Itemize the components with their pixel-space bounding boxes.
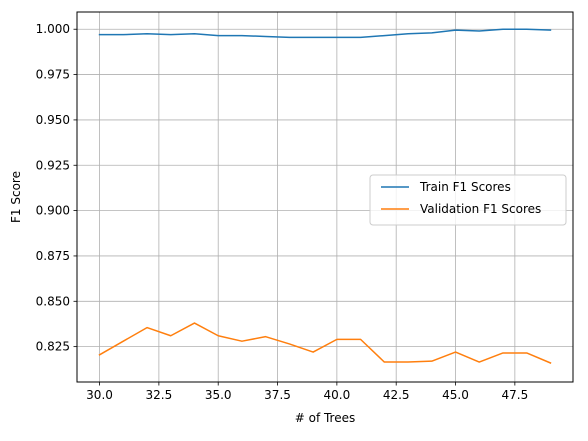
legend: Train F1 Scores Validation F1 Scores bbox=[369, 174, 567, 226]
axes-frame bbox=[76, 11, 574, 383]
y-tick-label: 0.875 bbox=[36, 249, 70, 263]
y-tick-label: 0.975 bbox=[36, 68, 70, 82]
series-lines bbox=[98, 28, 552, 364]
y-tick-label: 0.850 bbox=[36, 294, 70, 308]
x-tick-label: 45.0 bbox=[442, 388, 469, 402]
y-axis-ticks: 0.825 0.850 0.875 0.900 0.925 0.950 0.975 1.000 bbox=[36, 22, 77, 354]
y-tick-label: 0.950 bbox=[36, 113, 70, 127]
x-tick-label: 32.5 bbox=[146, 388, 173, 402]
legend-label-train: Train F1 Scores bbox=[419, 180, 511, 194]
x-tick-label: 42.5 bbox=[383, 388, 410, 402]
y-tick-label: 0.825 bbox=[36, 340, 70, 354]
y-axis-title: F1 Score bbox=[9, 171, 23, 223]
y-tick-label: 0.900 bbox=[36, 204, 70, 218]
x-tick-label: 47.5 bbox=[501, 388, 528, 402]
y-tick-label: 0.925 bbox=[36, 158, 70, 172]
legend-box bbox=[369, 174, 567, 226]
x-tick-label: 35.0 bbox=[205, 388, 232, 402]
x-tick-label: 40.0 bbox=[324, 388, 351, 402]
train-f1-line bbox=[98, 28, 552, 39]
validation-f1-line bbox=[98, 322, 552, 364]
y-tick-label: 1.000 bbox=[36, 22, 70, 36]
x-tick-label: 37.5 bbox=[264, 388, 291, 402]
x-axis-title: # of Trees bbox=[295, 411, 356, 425]
legend-label-validation: Validation F1 Scores bbox=[420, 202, 541, 216]
x-tick-label: 30.0 bbox=[86, 388, 113, 402]
x-axis-ticks: 30.0 32.5 35.0 37.5 40.0 42.5 45.0 47.5 bbox=[86, 382, 528, 402]
